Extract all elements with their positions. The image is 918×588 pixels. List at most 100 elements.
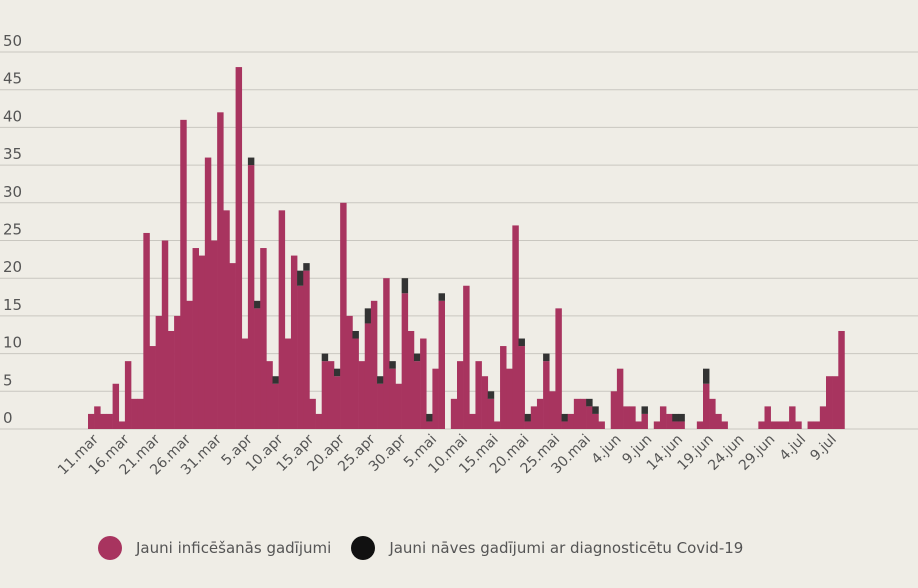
bar-cases — [364, 323, 372, 429]
bar-cases — [266, 361, 273, 429]
bar-cases — [297, 285, 304, 429]
bar-cases — [186, 300, 193, 429]
bar-deaths — [426, 413, 433, 422]
y-axis-ticks: 0 5 10 15 20 25 30 35 40 45 50 — [3, 32, 22, 427]
bar-cases — [389, 368, 396, 429]
x-axis-ticks: 11.mar16.mar21.mar26.mar31.mar5.apr10.ap… — [55, 431, 840, 478]
bar-cases — [826, 376, 833, 429]
legend-item-deaths: Jauni nāves gadījumi ar diagnosticētu Co… — [351, 536, 743, 560]
bar-cases — [131, 398, 138, 429]
bar-cases — [530, 406, 538, 429]
y-tick-label: 0 — [3, 409, 13, 427]
bar-cases — [696, 421, 704, 429]
bar-cases — [506, 368, 513, 429]
bar-cases — [616, 368, 624, 429]
bar-cases — [358, 361, 366, 429]
bar-deaths — [672, 413, 679, 422]
bar-cases — [536, 398, 544, 429]
bar-cases — [807, 421, 814, 429]
bar-cases — [377, 383, 384, 429]
bar-cases — [493, 421, 501, 429]
bar-cases — [260, 248, 267, 429]
bar-cases — [124, 361, 132, 429]
bar-cases — [284, 338, 292, 429]
bar-cases — [512, 225, 519, 429]
bar-cases — [641, 413, 648, 429]
y-tick-label: 35 — [3, 145, 22, 163]
bar-deaths — [678, 413, 685, 422]
bar-cases — [321, 361, 329, 429]
bar-cases — [481, 376, 489, 429]
bar-deaths — [272, 376, 279, 384]
bar-cases — [290, 255, 298, 429]
bar-cases — [272, 383, 279, 429]
bar-cases — [426, 421, 433, 429]
bar-cases — [555, 308, 562, 429]
bar-cases — [167, 330, 175, 429]
bar-cases — [776, 421, 784, 429]
bar-cases — [192, 248, 199, 429]
y-tick-label: 5 — [3, 371, 13, 389]
bar-cases — [561, 421, 568, 429]
bar-cases — [100, 413, 107, 429]
x-tick-label: 9.jul — [807, 432, 840, 465]
y-tick-label: 15 — [3, 296, 22, 314]
y-tick-label: 40 — [3, 107, 22, 125]
bar-deaths — [703, 368, 710, 384]
bar-cases — [161, 240, 169, 429]
bar-cases — [438, 300, 445, 429]
bar-deaths — [377, 376, 384, 384]
bar-deaths — [389, 361, 396, 369]
bar-cases — [241, 338, 249, 429]
legend-swatch-deaths — [351, 536, 376, 560]
bar-cases — [567, 413, 575, 429]
y-tick-label: 25 — [3, 221, 22, 239]
bar-cases — [524, 421, 532, 429]
x-tick-label: 4.jul — [777, 432, 810, 465]
bar-cases — [401, 293, 409, 429]
bar-cases — [469, 413, 476, 429]
legend-label-deaths: Jauni nāves gadījumi ar diagnosticētu Co… — [389, 539, 744, 557]
bars — [88, 67, 845, 430]
bar-deaths — [364, 308, 372, 324]
bar-cases — [703, 383, 710, 429]
bar-cases — [819, 406, 827, 429]
bar-cases — [782, 421, 790, 429]
bar-cases — [149, 346, 156, 429]
y-tick-label: 10 — [3, 334, 22, 352]
bar-cases — [352, 338, 359, 429]
bar-deaths — [352, 330, 359, 339]
legend-label-cases: Jauni inficēšanās gadījumi — [136, 539, 332, 557]
bar-cases — [653, 421, 661, 429]
bar-cases — [598, 421, 605, 429]
bar-cases — [832, 376, 839, 429]
bar-deaths — [401, 278, 409, 294]
bar-cases — [204, 157, 212, 429]
legend-item-cases: Jauni inficēšanās gadījumi — [98, 536, 331, 560]
bar-cases — [450, 398, 458, 429]
bar-cases — [758, 421, 765, 429]
bar-deaths — [524, 413, 532, 422]
bar-deaths — [487, 391, 495, 399]
bar-cases — [198, 255, 206, 429]
bar-cases — [106, 413, 113, 429]
bar-cases — [838, 330, 845, 429]
bar-cases — [137, 398, 144, 429]
bar-cases — [247, 165, 255, 429]
y-tick-label: 50 — [3, 32, 22, 50]
bar-cases — [254, 308, 261, 429]
bar-cases — [721, 421, 728, 429]
bar-cases — [88, 413, 95, 429]
bar-deaths — [641, 406, 648, 414]
bar-cases — [413, 361, 421, 429]
bar-cases — [395, 383, 402, 429]
bar-deaths — [247, 157, 255, 166]
bar-cases — [223, 210, 230, 429]
bar-deaths — [592, 406, 599, 414]
bar-cases — [635, 421, 642, 429]
bar-cases — [770, 421, 778, 429]
bar-cases — [334, 376, 341, 429]
bar-cases — [340, 202, 347, 429]
y-tick-label: 30 — [3, 183, 22, 201]
